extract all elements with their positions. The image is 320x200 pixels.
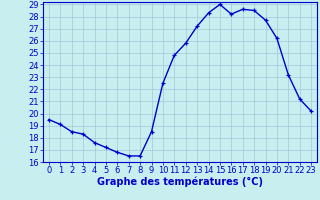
X-axis label: Graphe des températures (°C): Graphe des températures (°C)	[97, 177, 263, 187]
